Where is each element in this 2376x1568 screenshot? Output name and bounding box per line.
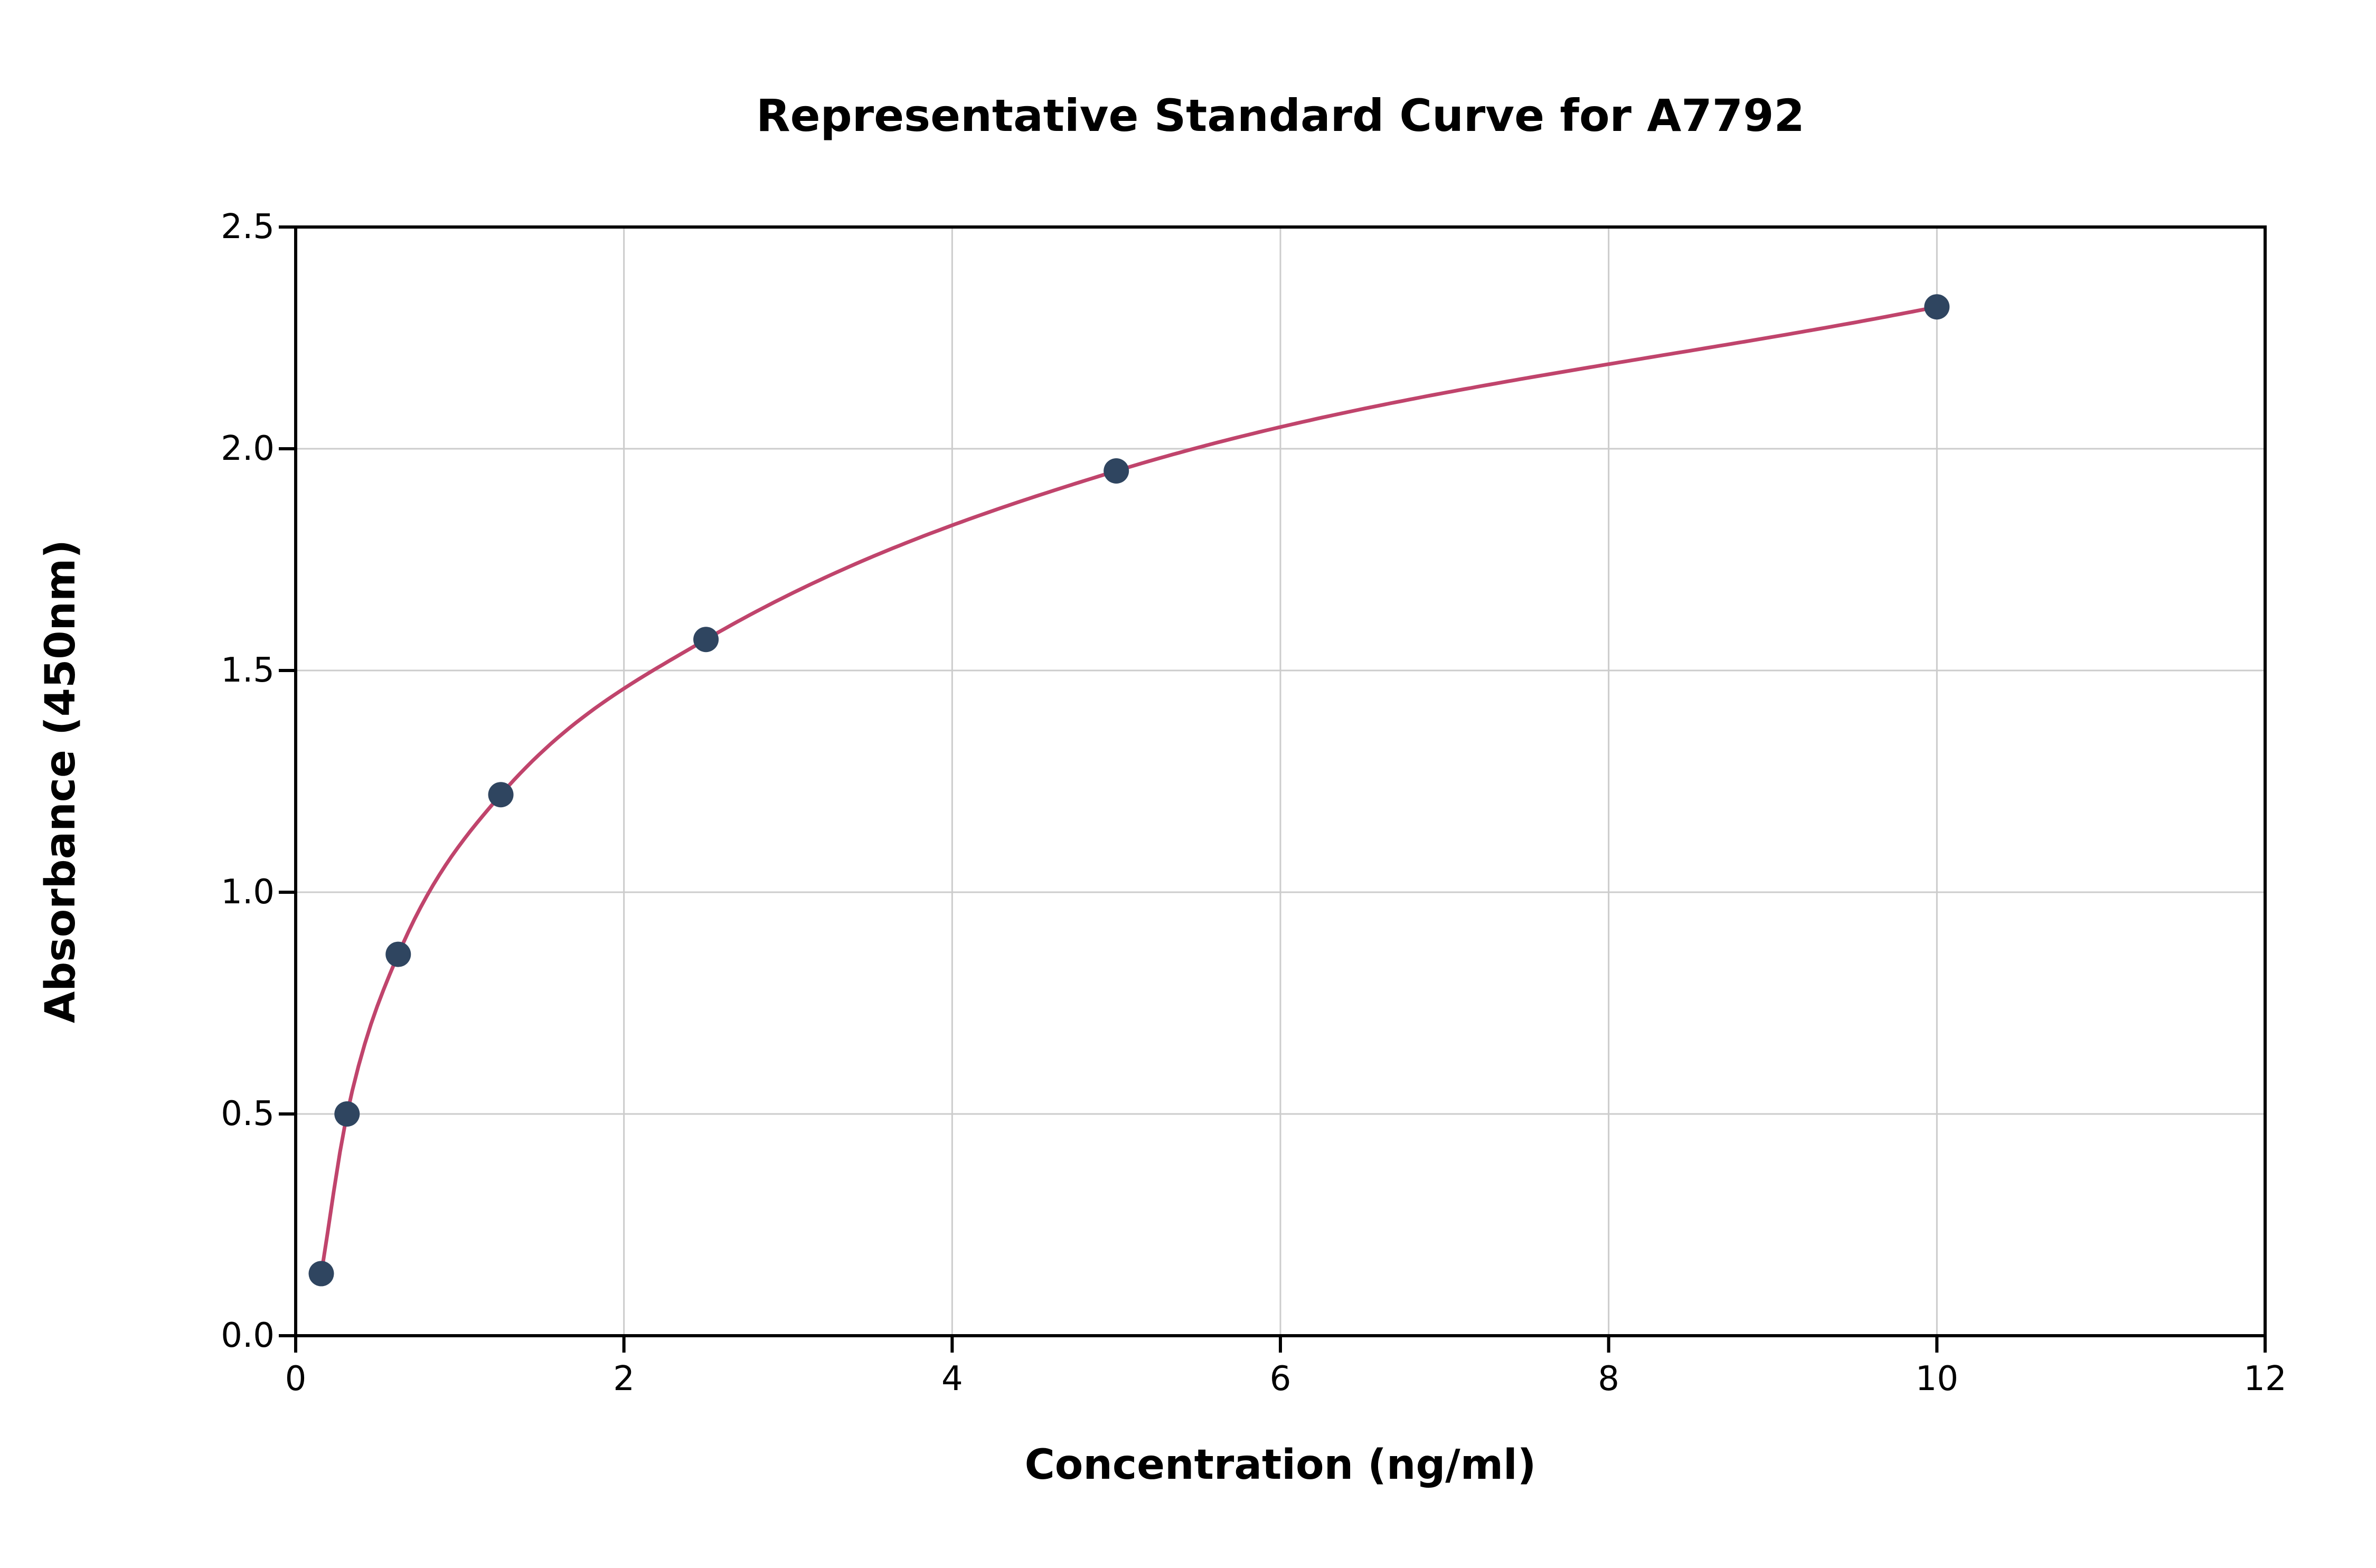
data-point (385, 941, 411, 967)
plot-area (279, 225, 2267, 1353)
data-point (488, 782, 514, 808)
data-point (308, 1261, 334, 1287)
data-point (334, 1101, 360, 1127)
x-tick-label: 6 (1269, 1359, 1291, 1399)
data-point (1104, 458, 1129, 484)
chart-title: Representative Standard Curve for A7792 (756, 90, 1805, 141)
x-tick-label: 4 (941, 1359, 963, 1399)
y-axis-label: Absorbance (450nm) (37, 540, 84, 1023)
data-point (693, 627, 719, 653)
y-tick-label: 1.5 (221, 651, 275, 690)
x-tick-label: 8 (1598, 1359, 1620, 1399)
y-tick-label: 2.0 (221, 429, 275, 468)
y-tick-label: 0.0 (221, 1316, 275, 1355)
y-tick-label: 2.5 (221, 207, 275, 247)
x-tick-label: 10 (1915, 1359, 1959, 1399)
x-tick-label: 0 (285, 1359, 307, 1399)
y-tick-label: 0.5 (221, 1094, 275, 1134)
x-tick-label: 2 (613, 1359, 635, 1399)
y-tick-label: 1.0 (221, 873, 275, 912)
curve-line (319, 305, 1937, 1274)
plot-border (294, 225, 2267, 1337)
x-tick-label: 12 (2243, 1359, 2287, 1399)
x-axis-label: Concentration (ng/ml) (1024, 1441, 1536, 1489)
data-point (1924, 294, 1950, 320)
